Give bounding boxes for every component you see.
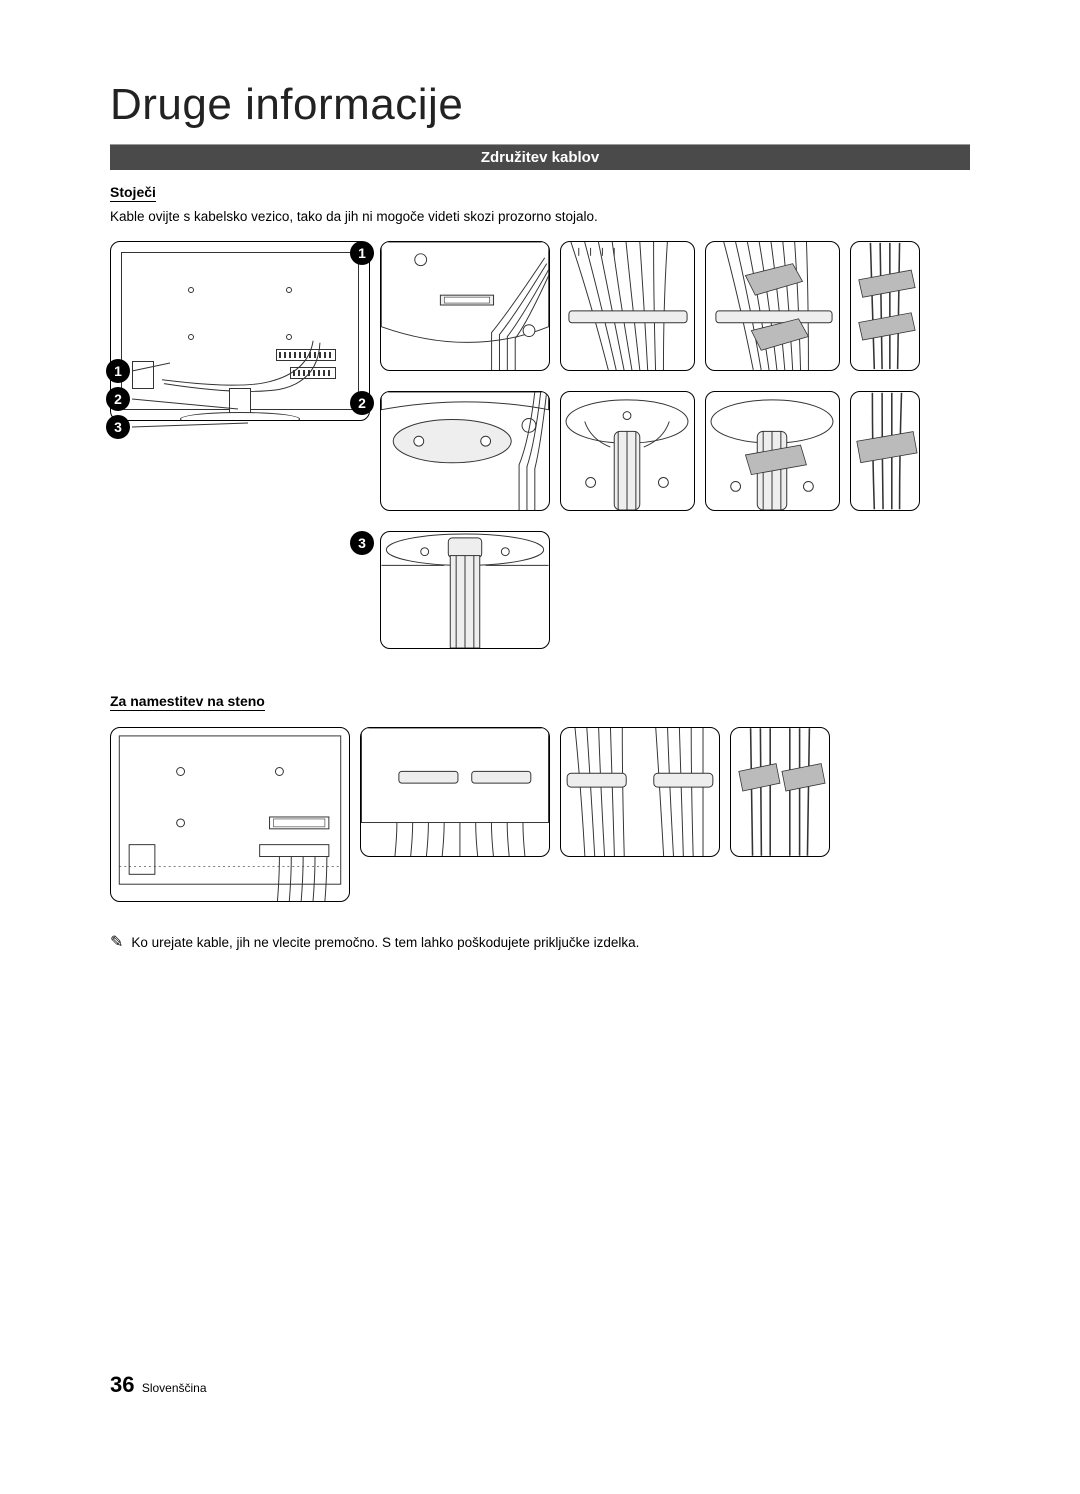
panel-step2-b: [560, 391, 695, 511]
note-row: ✎ Ko urejate kable, jih ne vlecite premo…: [110, 935, 970, 951]
panel-wall-a: [110, 727, 350, 902]
page-title: Druge informacije: [110, 80, 970, 130]
panel-step2-d: [850, 391, 920, 511]
panel-step1-c: [705, 241, 840, 371]
panel-step3: [380, 531, 550, 649]
overview-cell: 1 2 3: [110, 241, 370, 421]
panel-overview: [110, 241, 370, 421]
stand-neck: [229, 388, 251, 414]
tv-back-outline: [121, 252, 359, 410]
callout-badge-3: 3: [106, 415, 130, 439]
stand-base: [180, 412, 300, 421]
panel-step1-d: [850, 241, 920, 371]
panel-wall-d: [730, 727, 830, 857]
stand-heading: Stoječi: [110, 184, 156, 202]
stand-diagram-grid: 1 2 3 1: [110, 241, 970, 657]
note-icon: ✎: [110, 935, 123, 951]
note-text: Ko urejate kable, jih ne vlecite premočn…: [131, 935, 639, 950]
language-label: Slovenščina: [142, 1381, 207, 1395]
page-footer: 36 Slovenščina: [110, 1372, 207, 1398]
page-number: 36: [110, 1372, 134, 1397]
wall-section: Za namestitev na steno: [110, 693, 970, 907]
panel-wall-c: [560, 727, 720, 857]
step1-cell: 1: [380, 241, 550, 371]
section-bar: Združitev kablov: [110, 145, 970, 170]
wall-diagram-grid: [110, 727, 970, 907]
panel-step2-a: [380, 391, 550, 511]
panel-step1-a: [380, 241, 550, 371]
stand-section: Stoječi Kable ovijte s kabelsko vezico, …: [110, 184, 970, 657]
callout-badge-1: 1: [106, 359, 130, 383]
step-badge-3: 3: [350, 531, 374, 555]
step-badge-2: 2: [350, 391, 374, 415]
panel-step1-b: [560, 241, 695, 371]
panel-step2-c: [705, 391, 840, 511]
panel-wall-b: [360, 727, 550, 857]
step3-cell: 3: [380, 531, 550, 649]
wall-heading: Za namestitev na steno: [110, 693, 265, 711]
step2-cell: 2: [380, 391, 550, 511]
callout-badge-2: 2: [106, 387, 130, 411]
stand-body-text: Kable ovijte s kabelsko vezico, tako da …: [110, 208, 970, 227]
step-badge-1: 1: [350, 241, 374, 265]
